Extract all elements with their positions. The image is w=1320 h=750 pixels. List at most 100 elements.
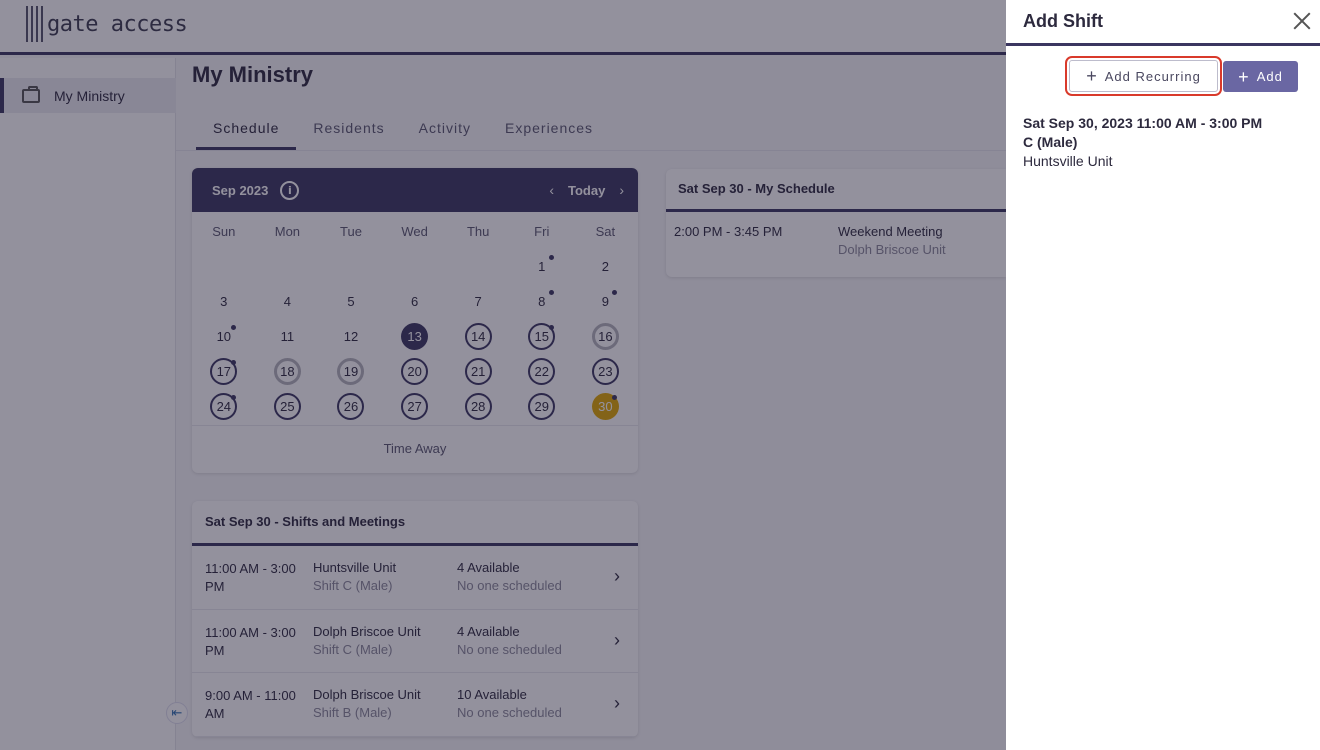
calendar-nav: ‹ Today ›	[549, 168, 624, 212]
briefcase-icon	[22, 85, 40, 103]
today-button[interactable]: Today	[568, 182, 606, 198]
chevron-right-icon[interactable]: ›	[619, 182, 624, 198]
calendar-day-number: 22	[528, 358, 556, 385]
add-shift-panel: Add Shift + Add Recurring + Add Sat Sep …	[1006, 0, 1320, 750]
calendar-day[interactable]: 6	[383, 288, 447, 315]
calendar-day[interactable]: 9	[574, 288, 638, 315]
day-of-week-label: Sun	[212, 224, 236, 239]
time-away-button[interactable]: Time Away	[192, 425, 638, 473]
table-row[interactable]: 11:00 AM - 3:00 PM Huntsville Unit Shift…	[192, 546, 638, 610]
calendar-day-number: 6	[410, 294, 419, 309]
chevron-right-icon[interactable]: ›	[614, 693, 620, 713]
shift-available: 10 Available	[457, 687, 527, 702]
add-recurring-label: Add Recurring	[1104, 68, 1201, 84]
info-icon[interactable]: i	[280, 180, 300, 200]
chevron-right-icon[interactable]: ›	[614, 629, 620, 650]
calendar-day[interactable]: 29	[510, 393, 574, 420]
shift-available: 4 Available	[457, 623, 520, 639]
close-icon[interactable]	[1293, 12, 1311, 30]
calendar-day[interactable]: 12	[319, 323, 383, 350]
table-row[interactable]: 11:00 AM - 3:00 PM Dolph Briscoe Unit Sh…	[192, 610, 638, 673]
calendar-day[interactable]: 1	[510, 253, 574, 280]
shift-available: 4 Available	[457, 560, 520, 575]
collapse-left-icon: ⇤	[171, 705, 183, 721]
calendar-day[interactable]: 24	[192, 393, 256, 420]
calendar-day-number: 19	[337, 358, 365, 385]
calendar-day[interactable]: 22	[510, 358, 574, 385]
calendar-day[interactable]: 7	[446, 288, 510, 315]
shift-unit: Huntsville Unit	[313, 560, 397, 575]
calendar-day-number: 13	[401, 323, 429, 350]
calendar-day[interactable]: 4	[256, 288, 320, 315]
sidebar-item-my-ministry[interactable]: My Ministry	[0, 78, 176, 113]
calendar-day[interactable]: 15	[510, 323, 574, 350]
logo-text: gate access	[47, 11, 188, 37]
calendar-day[interactable]: 20	[383, 358, 447, 385]
calendar-day[interactable]: 2	[574, 253, 638, 280]
calendar-week: 10 11 12 13 14 15 16	[192, 319, 638, 354]
calendar-day[interactable]: 16	[574, 323, 638, 350]
schedule-location: Dolph Briscoe Unit	[838, 242, 946, 257]
event-dot-icon	[548, 325, 554, 330]
table-row[interactable]: 9:00 AM - 11:00 AM Dolph Briscoe Unit Sh…	[192, 673, 638, 737]
add-button[interactable]: + Add	[1223, 61, 1298, 92]
shifts-header: Sat Sep 30 - Shifts and Meetings	[192, 501, 638, 546]
tab-bar: Schedule Residents Activity Experiences	[196, 112, 610, 150]
event-dot-icon	[230, 395, 236, 400]
tab-divider	[176, 150, 1006, 151]
calendar-month: Sep 2023	[212, 182, 269, 198]
calendar-day-number: 3	[220, 294, 228, 309]
chevron-left-icon[interactable]: ‹	[549, 182, 554, 198]
calendar-day-number: 9	[601, 294, 609, 309]
shift-detail: Sat Sep 30, 2023 11:00 AM - 3:00 PM C (M…	[1023, 114, 1262, 171]
day-of-week-label: Sat	[595, 224, 616, 239]
calendar-day[interactable]: 14	[446, 323, 510, 350]
day-of-week-label: Mon	[274, 224, 301, 239]
chevron-right-icon[interactable]: ›	[614, 566, 620, 586]
calendar-day-number: 12	[343, 329, 359, 344]
calendar-day[interactable]: 19	[319, 358, 383, 385]
tab-schedule[interactable]: Schedule	[196, 112, 297, 150]
add-recurring-button[interactable]: + Add Recurring	[1065, 56, 1222, 96]
calendar-day[interactable]: 17	[192, 358, 256, 385]
page-title: My Ministry	[192, 62, 314, 87]
list-item[interactable]: 2:00 PM - 3:45 PM Weekend Meeting Dolph …	[666, 212, 1006, 274]
shift-scheduled: No one scheduled	[457, 578, 562, 593]
calendar-day-number: 11	[280, 329, 295, 344]
calendar-day[interactable]: 28	[446, 393, 510, 420]
my-schedule-card: Sat Sep 30 - My Schedule 2:00 PM - 3:45 …	[666, 169, 1006, 277]
tab-experiences[interactable]: Experiences	[505, 120, 594, 136]
calendar-day[interactable]: 10	[192, 323, 256, 350]
shift-datetime: Sat Sep 30, 2023 11:00 AM - 3:00 PM	[1023, 115, 1263, 131]
calendar-week: 24 25 26 27 28 29 30	[192, 389, 638, 424]
calendar-day[interactable]: 26	[319, 393, 383, 420]
calendar-day[interactable]: 30	[574, 393, 638, 420]
calendar-day-number: 14	[464, 323, 492, 350]
tab-activity[interactable]: Activity	[418, 120, 471, 136]
calendar-day[interactable]: 5	[319, 288, 383, 315]
day-of-week-label: Wed	[401, 224, 428, 239]
days-of-week-row: Sun Mon Tue Wed Thu Fri Sat	[192, 224, 638, 239]
calendar-day[interactable]: 21	[446, 358, 510, 385]
plus-icon: +	[1238, 66, 1250, 87]
tab-residents[interactable]: Residents	[313, 120, 385, 136]
calendar-day-number: 10	[216, 329, 232, 344]
calendar-day[interactable]: 25	[256, 393, 320, 420]
shift-scheduled: No one scheduled	[457, 641, 562, 657]
calendar-day[interactable]: 13	[383, 323, 447, 350]
calendar-day[interactable]: 18	[256, 358, 320, 385]
shift-scheduled: No one scheduled	[457, 705, 562, 720]
calendar-day[interactable]: 11	[256, 323, 320, 350]
modal-overlay[interactable]	[0, 0, 1006, 750]
collapse-sidebar-button[interactable]: ⇤	[166, 702, 188, 724]
plus-icon: +	[1086, 66, 1098, 86]
calendar-header: Sep 2023 i ‹ Today ›	[192, 168, 638, 212]
calendar-day[interactable]: 8	[510, 288, 574, 315]
shift-unit: Dolph Briscoe Unit	[313, 687, 421, 702]
logo[interactable]: gate access	[26, 6, 188, 42]
calendar-day[interactable]: 3	[192, 288, 256, 315]
calendar-day[interactable]: 27	[383, 393, 447, 420]
calendar-day[interactable]: 23	[574, 358, 638, 385]
calendar-week: 3 4 5 6 7 8 9	[192, 284, 638, 319]
